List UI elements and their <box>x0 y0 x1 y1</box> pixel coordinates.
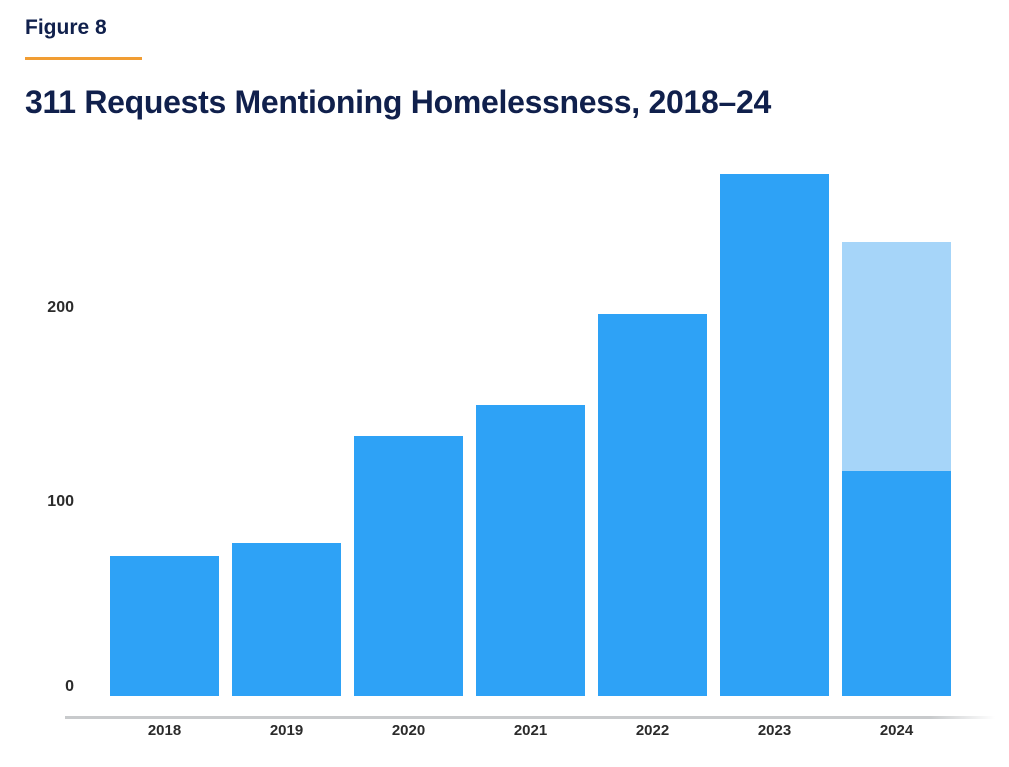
figure-accent-rule <box>25 57 142 60</box>
bar-2022 <box>598 313 707 696</box>
bar-2024-projected <box>842 242 951 471</box>
x-tick-label-2018: 2018 <box>147 722 182 739</box>
x-tick-label-2020: 2020 <box>391 722 426 739</box>
bar-2023 <box>720 174 829 696</box>
bar-2024 <box>842 470 951 696</box>
x-tick-label-2022: 2022 <box>635 722 670 739</box>
x-tick-label-2023: 2023 <box>757 722 792 739</box>
x-axis-line <box>65 716 995 719</box>
bar-2019 <box>232 542 341 696</box>
x-tick-label-2021: 2021 <box>513 722 548 739</box>
bar-2020 <box>354 436 463 696</box>
bar-2018 <box>110 556 219 696</box>
chart-title: 311 Requests Mentioning Homelessness, 20… <box>25 84 771 120</box>
y-tick-label-0: 0 <box>65 678 74 695</box>
x-tick-label-2024: 2024 <box>879 722 914 739</box>
y-tick-label-200: 200 <box>47 299 74 316</box>
y-tick-label-100: 100 <box>47 493 74 510</box>
figure-label: Figure 8 <box>25 16 107 39</box>
x-tick-label-2019: 2019 <box>269 722 304 739</box>
bar-2021 <box>476 405 585 696</box>
